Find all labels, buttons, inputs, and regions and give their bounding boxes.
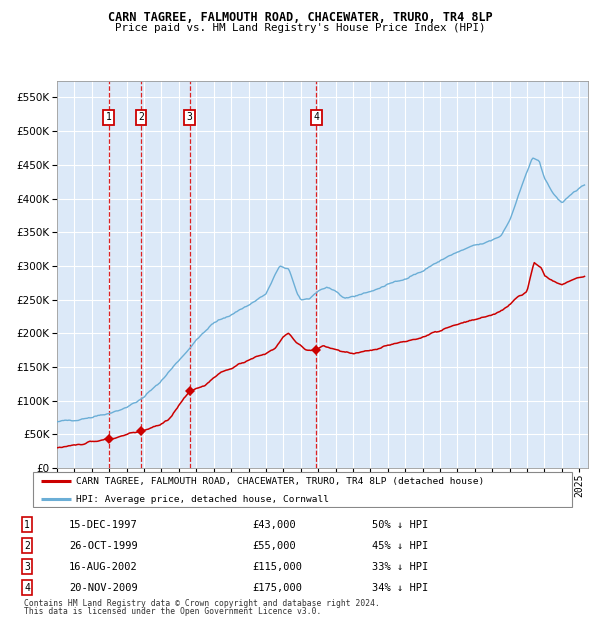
Text: 26-OCT-1999: 26-OCT-1999	[69, 541, 138, 551]
Text: Price paid vs. HM Land Registry's House Price Index (HPI): Price paid vs. HM Land Registry's House …	[115, 23, 485, 33]
Text: 3: 3	[187, 112, 193, 122]
Text: 33% ↓ HPI: 33% ↓ HPI	[372, 562, 428, 572]
Text: 4: 4	[313, 112, 319, 122]
Text: This data is licensed under the Open Government Licence v3.0.: This data is licensed under the Open Gov…	[24, 607, 322, 616]
Text: £115,000: £115,000	[252, 562, 302, 572]
Text: 1: 1	[24, 520, 30, 529]
Text: 15-DEC-1997: 15-DEC-1997	[69, 520, 138, 529]
Text: £43,000: £43,000	[252, 520, 296, 529]
Text: CARN TAGREE, FALMOUTH ROAD, CHACEWATER, TRURO, TR4 8LP: CARN TAGREE, FALMOUTH ROAD, CHACEWATER, …	[107, 11, 493, 24]
Text: 1: 1	[106, 112, 112, 122]
Text: 20-NOV-2009: 20-NOV-2009	[69, 583, 138, 593]
Text: CARN TAGREE, FALMOUTH ROAD, CHACEWATER, TRURO, TR4 8LP (detached house): CARN TAGREE, FALMOUTH ROAD, CHACEWATER, …	[76, 477, 485, 485]
Text: 2: 2	[138, 112, 144, 122]
FancyBboxPatch shape	[33, 472, 572, 507]
Text: 50% ↓ HPI: 50% ↓ HPI	[372, 520, 428, 529]
Text: 16-AUG-2002: 16-AUG-2002	[69, 562, 138, 572]
Text: £55,000: £55,000	[252, 541, 296, 551]
Text: 4: 4	[24, 583, 30, 593]
Text: 34% ↓ HPI: 34% ↓ HPI	[372, 583, 428, 593]
Text: 3: 3	[24, 562, 30, 572]
Text: £175,000: £175,000	[252, 583, 302, 593]
Text: 45% ↓ HPI: 45% ↓ HPI	[372, 541, 428, 551]
Text: Contains HM Land Registry data © Crown copyright and database right 2024.: Contains HM Land Registry data © Crown c…	[24, 598, 380, 608]
Text: HPI: Average price, detached house, Cornwall: HPI: Average price, detached house, Corn…	[76, 495, 329, 503]
Text: 2: 2	[24, 541, 30, 551]
